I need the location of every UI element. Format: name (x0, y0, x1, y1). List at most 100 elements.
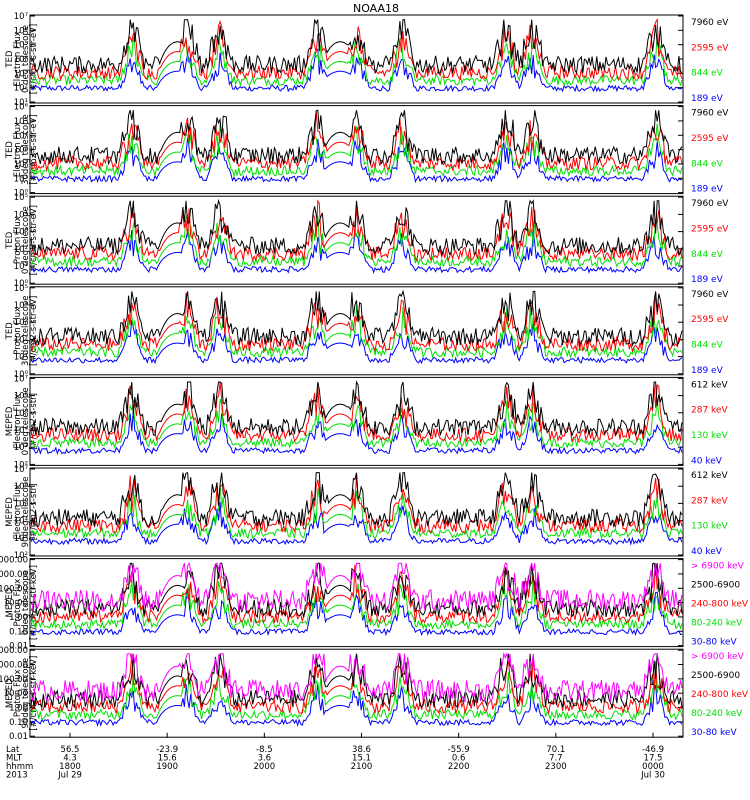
y-axis-label: TED (5, 231, 15, 250)
y-axis-label: TED (5, 141, 15, 160)
y-tick-label: 10⁵ (14, 499, 28, 509)
x-tick-label: 0.6 (452, 753, 466, 763)
y-tick-label: 10⁰ (14, 279, 29, 289)
y-tick-label: 10⁴ (14, 210, 29, 220)
legend-entry: 612 keV (691, 471, 728, 481)
x-tick-label: 17.5 (644, 753, 663, 763)
legend-entry: 40 keV (691, 547, 723, 557)
y-axis-label: 0 deg telescope (21, 25, 31, 93)
x-tick-label: -23.9 (156, 745, 178, 755)
series-line (30, 561, 683, 613)
y-tick-label: 10³ (14, 318, 28, 328)
x-tick-label: 15.1 (352, 753, 371, 763)
x-tick-label: 38.6 (352, 745, 371, 755)
x-tick-label: 15.6 (158, 753, 177, 763)
legend-entry: 80-240 keV (691, 709, 743, 719)
panel-frame (29, 286, 684, 376)
legend-entry: 2595 eV (691, 315, 729, 325)
x-tick-label: -46.9 (642, 745, 664, 755)
x-row-label: Lat (6, 745, 20, 755)
panel-frame (29, 195, 684, 285)
y-tick-label: 10³ (14, 228, 28, 238)
y-tick-label: 10¹ (14, 353, 28, 363)
y-tick-label: 10⁰ (14, 370, 29, 380)
y-tick-label: 10000.00 (0, 646, 28, 656)
legend-entry: 2595 eV (691, 134, 729, 144)
y-axis-label: 0 deg telescope (21, 206, 31, 274)
y-tick-label: 0.01 (9, 732, 28, 742)
y-tick-label: 1000.00 (0, 570, 28, 580)
series-line (30, 214, 683, 269)
series-line (30, 291, 683, 353)
y-tick-label: 10⁴ (14, 517, 29, 527)
y-tick-label: 10² (14, 460, 28, 470)
legend-entry: 844 eV (691, 159, 724, 169)
y-tick-label: 10³ (14, 69, 28, 79)
y-tick-label: 10⁴ (14, 426, 29, 436)
chart-title: NOAA18 (353, 2, 399, 15)
legend-entry: 2595 eV (691, 225, 729, 235)
x-tick-label: 3.6 (258, 753, 272, 763)
x-tick-label: Jul 29 (57, 770, 82, 780)
legend-entry: 189 eV (691, 185, 724, 195)
x-tick-label: 2000 (254, 762, 276, 772)
legend-entry: 287 keV (691, 406, 728, 416)
series-line (30, 17, 683, 81)
y-axis-label: Proton Flux (13, 579, 23, 627)
x-tick-label: 2100 (351, 762, 373, 772)
series-line (30, 198, 683, 257)
series-line (30, 471, 683, 529)
y-tick-label: 10¹ (14, 174, 28, 184)
y-tick-label: 10⁴ (14, 55, 29, 65)
x-tick-label: 2200 (448, 762, 470, 772)
y-tick-label: 10000.00 (0, 556, 28, 566)
y-axis-label: MEPED (5, 587, 15, 617)
y-tick-label: 0.10 (9, 627, 28, 637)
legend-entry: 844 eV (691, 69, 724, 79)
legend-entry: 7960 eV (691, 109, 729, 119)
y-axis-label: MEPED (5, 406, 15, 436)
x-tick-label: 0000 (642, 762, 664, 772)
legend-entry: 844 eV (691, 250, 724, 260)
series-line (31, 562, 683, 619)
x-tick-label: 56.5 (61, 745, 80, 755)
series-line (30, 34, 683, 87)
y-tick-label: 0.01 (9, 642, 28, 652)
y-tick-label: 1.00 (9, 613, 28, 623)
series-line (30, 123, 683, 178)
legend-entry: 30-80 keV (691, 638, 737, 648)
x-tick-label: 2300 (545, 762, 567, 772)
legend-entry: > 6900 keV (691, 562, 745, 572)
legend-entry: 30-80 keV (691, 728, 737, 738)
series-line (30, 398, 683, 449)
y-tick-label: 10⁴ (14, 131, 29, 141)
y-axis-label: 0 deg telescope (21, 387, 31, 455)
legend-entry: 7960 eV (691, 199, 729, 209)
y-tick-label: 10⁷ (14, 465, 29, 475)
panel-frame (29, 467, 684, 557)
y-axis-label: 30deg telescope (21, 295, 31, 366)
panel-meped-p-90: 0.01 0.10 1.00 10.00 100.00 1000.00 10000.00 ME… (0, 646, 749, 742)
y-axis-label: [#/cm2-s-str-eV] (29, 114, 39, 184)
y-tick-label: 100.00 (0, 584, 28, 594)
y-tick-label: 10¹ (14, 98, 28, 108)
y-tick-label: 10⁶ (14, 392, 29, 402)
x-tick-label: 4.3 (63, 753, 77, 763)
x-tick-label: Jul 30 (640, 770, 665, 780)
y-tick-label: 10⁶ (14, 103, 29, 113)
y-axis-label: Proton Flux (13, 216, 23, 264)
panel-meped-p-0: 0.01 0.10 1.00 10.00 100.00 1000.00 10000.00 ME… (0, 556, 749, 652)
legend-entry: 2500-6900 (691, 671, 740, 681)
series-line (30, 653, 683, 710)
series-line (30, 48, 683, 93)
y-axis-label: Electron Flux (13, 122, 23, 177)
legend-entry: 130 keV (691, 431, 728, 441)
y-tick-label: 10² (14, 160, 28, 170)
